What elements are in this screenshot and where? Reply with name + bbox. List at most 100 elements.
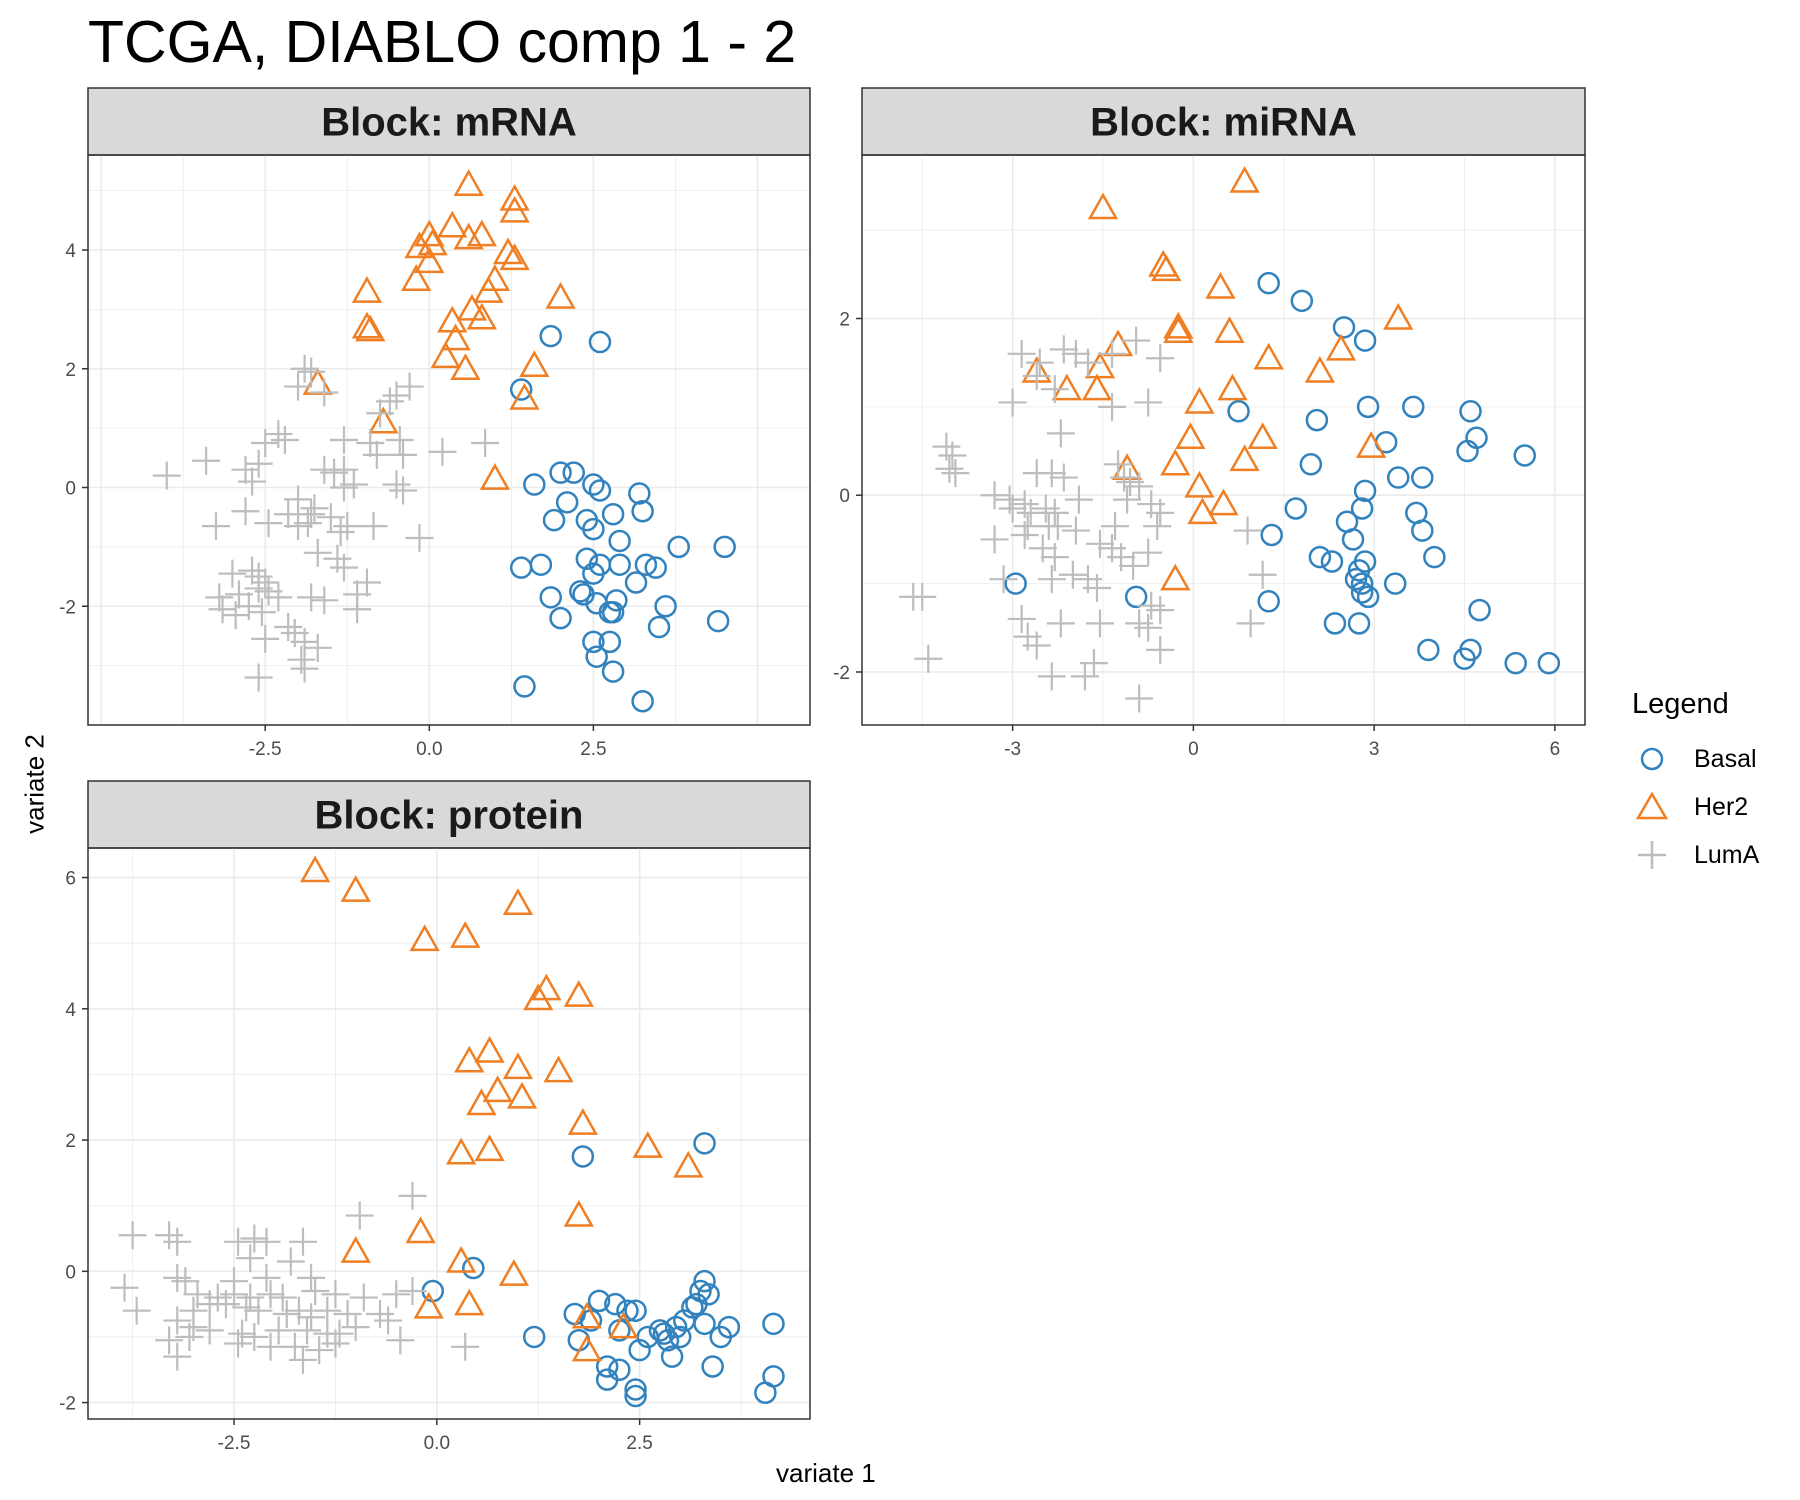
point-basal [709, 1325, 733, 1349]
point-her2 [401, 264, 432, 291]
point-luma [389, 440, 418, 469]
series-luma [152, 354, 500, 692]
point-her2 [543, 1055, 574, 1083]
legend-key-triangle-icon [1635, 791, 1669, 820]
point-luma [471, 428, 500, 457]
point-her2 [502, 888, 534, 916]
point-her2 [1160, 563, 1191, 591]
point-luma [1058, 560, 1087, 589]
point-luma [244, 449, 273, 478]
point-luma [1098, 392, 1127, 421]
point-her2 [482, 1075, 513, 1103]
point-basal [1459, 400, 1482, 423]
point-basal [513, 675, 536, 698]
point-basal [1513, 444, 1536, 467]
point-her2 [1187, 497, 1218, 525]
point-luma [1037, 459, 1066, 488]
point-basal [539, 586, 562, 609]
point-her2 [1084, 351, 1116, 379]
point-basal [1323, 612, 1347, 635]
point-her2 [1163, 316, 1194, 343]
point-luma [362, 440, 391, 469]
point-luma [326, 518, 355, 547]
point-luma [1040, 543, 1069, 572]
x-tick-label: -3 [1004, 739, 1021, 760]
point-basal [1257, 590, 1280, 613]
point-luma [297, 583, 326, 612]
point-luma [366, 1299, 395, 1328]
point-luma [389, 476, 418, 505]
point-luma [1119, 551, 1148, 580]
point-luma [256, 1280, 285, 1309]
series-luma [899, 326, 1277, 713]
point-basal [523, 473, 546, 496]
point-her2 [1184, 386, 1215, 414]
point-luma [208, 595, 237, 624]
point-luma [349, 1283, 378, 1312]
point-her2 [545, 281, 576, 309]
point-luma [989, 565, 1018, 594]
point-luma [224, 1329, 253, 1358]
point-her2 [355, 314, 386, 342]
point-basal [582, 473, 605, 496]
point-luma [1061, 516, 1090, 545]
point-her2 [414, 219, 445, 247]
point-her2 [409, 924, 440, 952]
point-her2 [454, 1045, 485, 1073]
point-luma [272, 1299, 301, 1328]
point-luma [284, 485, 313, 514]
point-luma [310, 586, 339, 615]
point-basal [569, 580, 592, 603]
point-luma [203, 1283, 232, 1312]
point-her2 [1229, 165, 1260, 193]
point-luma [329, 553, 358, 582]
y-axis-label: variate 2 [19, 734, 50, 834]
point-luma [256, 1332, 285, 1361]
point-basal [1350, 497, 1374, 520]
point-basal [1537, 651, 1561, 675]
point-luma [1046, 419, 1075, 448]
point-luma [980, 525, 1009, 554]
point-luma [1037, 662, 1066, 691]
point-basal [693, 1132, 716, 1155]
point-luma [1049, 335, 1078, 364]
point-her2 [404, 231, 435, 259]
point-basal [624, 571, 648, 594]
point-luma [386, 1326, 415, 1355]
point-luma [938, 441, 967, 470]
point-her2 [453, 222, 484, 250]
point-luma [303, 538, 332, 567]
point-basal [1124, 585, 1148, 609]
point-her2 [1102, 329, 1134, 357]
point-basal [644, 556, 668, 579]
point-basal [549, 606, 572, 630]
point-luma [935, 454, 964, 483]
point-her2 [340, 875, 371, 902]
series-basal [1004, 271, 1561, 675]
point-her2 [571, 1334, 603, 1362]
legend-key-plus-icon [1638, 841, 1666, 869]
point-luma [1134, 613, 1163, 642]
y-tick-label: -2 [833, 663, 850, 684]
y-tick-label: 0 [65, 1262, 76, 1283]
series-basal [509, 324, 736, 713]
point-her2 [1151, 254, 1182, 282]
point-luma [908, 582, 937, 611]
point-luma [356, 428, 385, 457]
point-luma [118, 1221, 147, 1250]
y-tick-label: -2 [59, 597, 76, 618]
y-tick-label: 2 [65, 360, 76, 381]
point-basal [1299, 453, 1323, 476]
y-tick-label: 4 [65, 1000, 76, 1021]
x-tick-label: -2.5 [218, 1433, 251, 1454]
legend: Legend Basal Her2 LumA [1632, 688, 1800, 879]
point-basal [647, 615, 671, 639]
point-her2 [450, 353, 481, 380]
point-luma [175, 1322, 204, 1351]
point-basal [571, 1145, 595, 1168]
series-her2 [302, 169, 576, 490]
point-luma [941, 459, 970, 488]
point-luma [284, 372, 313, 401]
series-her2 [1021, 165, 1414, 591]
